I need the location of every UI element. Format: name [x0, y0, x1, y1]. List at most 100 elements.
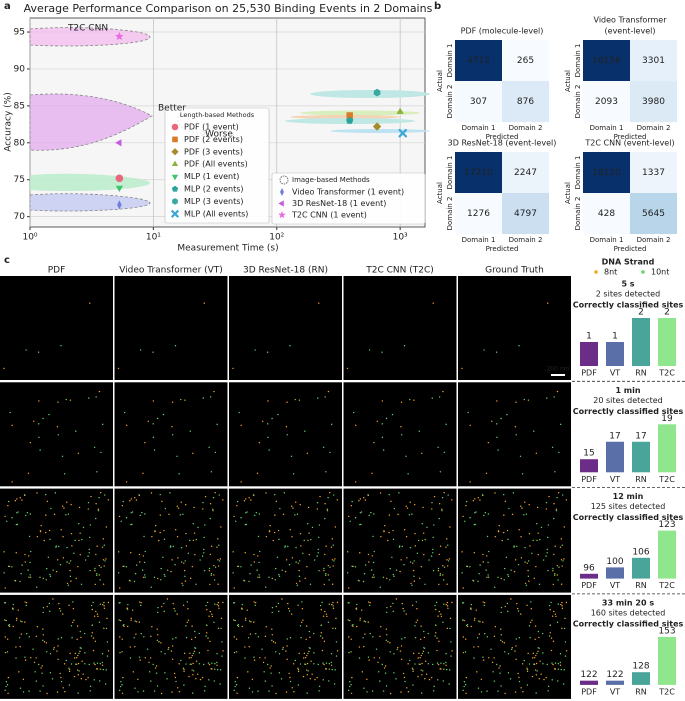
dot [446, 538, 448, 540]
dot [203, 569, 206, 572]
dot [330, 661, 333, 664]
dot [324, 396, 326, 398]
dot [77, 692, 79, 694]
dot [332, 565, 334, 567]
dot [561, 607, 564, 610]
dot [254, 604, 256, 607]
dot [412, 668, 414, 671]
dot [74, 539, 76, 542]
cell-label: 2093 [595, 97, 618, 107]
x-tick-label: RN [635, 475, 647, 484]
dot [103, 544, 105, 546]
dot [299, 503, 301, 506]
dot [536, 523, 538, 525]
dot [257, 636, 260, 638]
dot [254, 514, 256, 517]
dot [418, 430, 421, 432]
dot [7, 500, 10, 503]
dot [97, 509, 100, 512]
dot [530, 601, 532, 603]
dot [189, 430, 192, 432]
dot [191, 669, 193, 671]
dot [445, 653, 447, 655]
dot [294, 659, 296, 662]
dot [175, 680, 177, 683]
dot [320, 632, 322, 634]
dot [303, 652, 306, 655]
dot [322, 615, 325, 617]
dot [380, 535, 382, 538]
dot [285, 426, 288, 428]
dot [274, 579, 276, 581]
dot [548, 495, 550, 498]
dot [79, 647, 82, 649]
dot [478, 573, 480, 575]
dot [235, 651, 238, 653]
dot [142, 472, 144, 475]
row-label: Domain 2 [446, 197, 454, 231]
dot [418, 539, 420, 542]
dot [403, 345, 406, 347]
dot [157, 606, 159, 609]
dot [546, 536, 549, 539]
dot [432, 536, 434, 539]
dot [400, 691, 402, 693]
dot [558, 566, 560, 568]
dot [173, 607, 175, 610]
dot [499, 665, 501, 667]
dot [352, 623, 354, 626]
dot [464, 520, 466, 522]
dot [493, 680, 496, 682]
dot [130, 512, 133, 514]
dot [419, 638, 422, 641]
dot [35, 657, 37, 659]
dot [286, 645, 288, 647]
dot [484, 633, 486, 635]
dot [487, 561, 489, 564]
dot [121, 504, 124, 507]
dot [482, 656, 484, 658]
dot [391, 413, 394, 416]
dot [191, 625, 193, 627]
dot [18, 637, 21, 639]
y-axis-label: Actual [564, 182, 572, 204]
dot [270, 672, 272, 674]
dot [413, 399, 415, 401]
row-label: Domain 2 [446, 85, 454, 119]
legend-marker [171, 123, 179, 131]
dot [103, 607, 106, 610]
value-label: 128 [632, 662, 649, 672]
dot [95, 503, 97, 505]
dot [143, 574, 146, 576]
dot [267, 663, 269, 666]
dot [420, 692, 423, 694]
dot [140, 604, 142, 607]
dot [134, 620, 136, 622]
dot [406, 507, 409, 509]
data-point [117, 200, 122, 210]
legend-marker [171, 160, 179, 167]
dot [332, 601, 334, 604]
dot [101, 546, 104, 548]
dot [486, 576, 488, 578]
dot [379, 492, 382, 494]
dot [329, 451, 331, 454]
dot [500, 628, 502, 630]
dot [118, 689, 121, 692]
dot [514, 426, 517, 428]
dot [538, 636, 540, 639]
dot [254, 601, 257, 604]
dot [71, 545, 73, 547]
dot [299, 580, 301, 582]
matrix-cell [502, 40, 549, 81]
dot [332, 627, 334, 630]
legend-marker [171, 185, 179, 192]
dot [289, 345, 291, 347]
dot [351, 500, 353, 503]
dot [184, 575, 186, 578]
dot [465, 692, 467, 694]
dot [442, 621, 444, 624]
dot [269, 524, 271, 527]
col-label: Domain 1 [590, 236, 624, 244]
dot [29, 441, 32, 444]
